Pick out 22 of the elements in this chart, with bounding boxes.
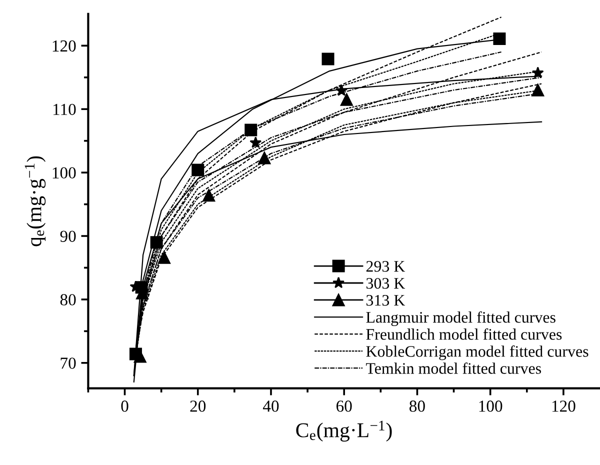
- legend-label: 313 K: [366, 294, 406, 306]
- legend-label: 303 K: [366, 278, 406, 289]
- legend-label: KobleCorrigan model fitted curves: [366, 345, 588, 360]
- legend-label: 293 K: [366, 261, 406, 272]
- x-tick-label: 120: [552, 400, 576, 412]
- x-tick-label: 0: [121, 400, 128, 412]
- x-tick-label: 100: [479, 400, 502, 412]
- y-axis-title: q$_{e}$(mg·g$^{−1}$): [24, 156, 46, 246]
- y-tick-label: 80: [60, 294, 76, 306]
- y-tick-label: 90: [60, 230, 76, 242]
- legend-label: Langmuir model fitted curves: [366, 311, 556, 326]
- y-tick-label: 100: [52, 167, 76, 179]
- x-axis-title: C$_{e}$(mg·L$^{−1}$): [296, 420, 392, 442]
- x-tick-label: 40: [262, 400, 279, 412]
- x-tick-label: 20: [190, 400, 206, 412]
- y-tick-label: 120: [52, 40, 76, 52]
- y-tick-label: 110: [53, 104, 76, 116]
- legend-label: Freundlich model fitted curves: [366, 328, 562, 340]
- y-tick-label: 70: [60, 358, 76, 369]
- x-tick-label: 80: [410, 400, 425, 412]
- x-tick-label: 60: [336, 400, 352, 412]
- legend-label: Temkin model fitted curves: [366, 362, 541, 374]
